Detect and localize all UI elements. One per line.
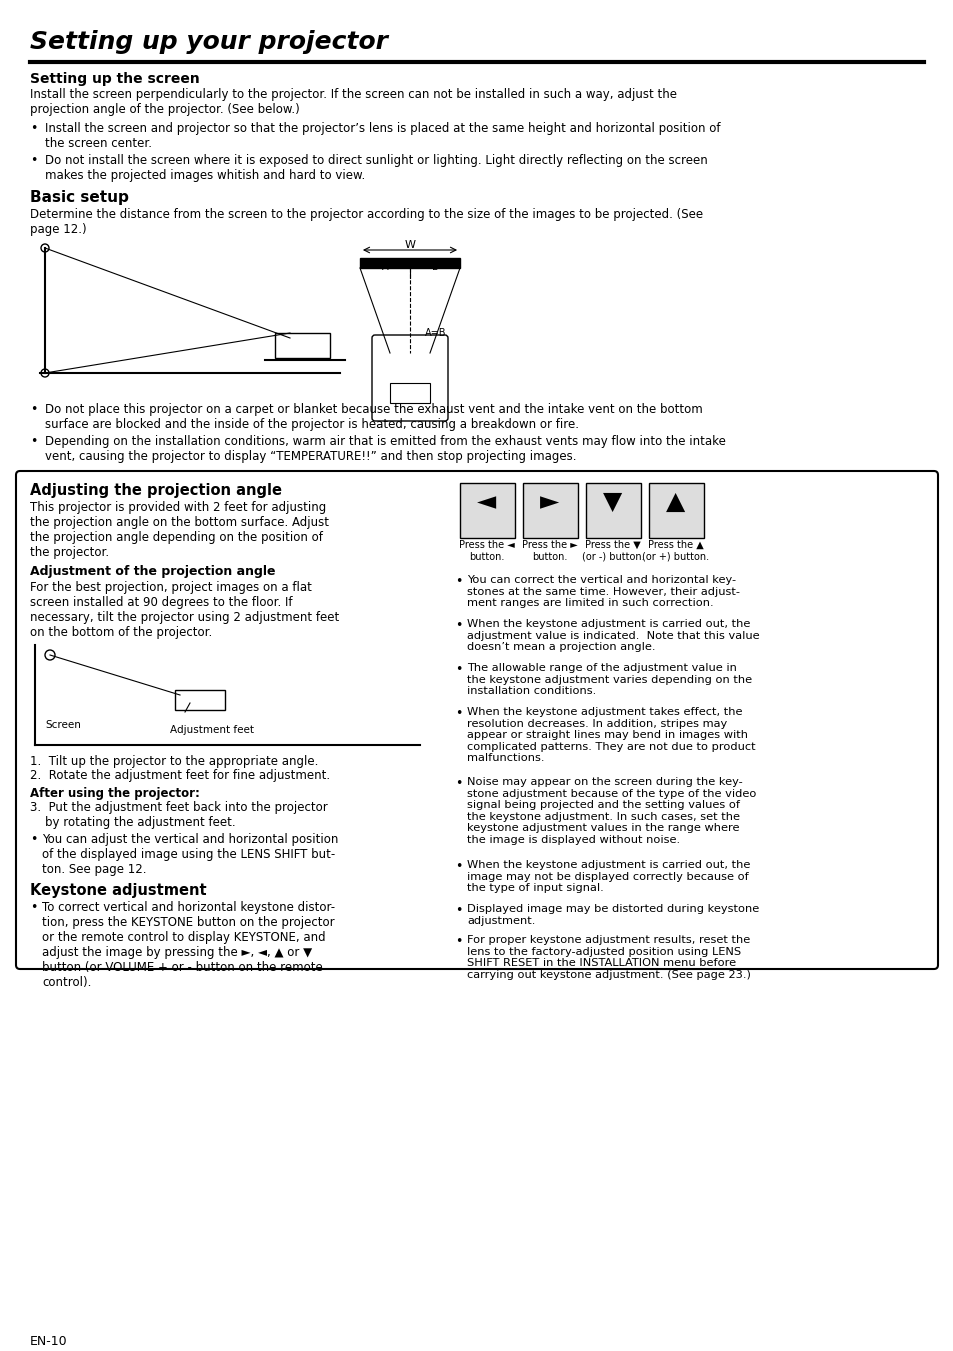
Text: You can correct the vertical and horizontal key-
stones at the same time. Howeve: You can correct the vertical and horizon… (467, 576, 740, 608)
Bar (585, 484, 640, 538)
Text: Adjustment feet: Adjustment feet (170, 725, 253, 735)
Bar (390, 382, 430, 403)
Text: You can adjust the vertical and horizontal position
of the displayed image using: You can adjust the vertical and horizont… (42, 834, 338, 875)
Text: Basic setup: Basic setup (30, 190, 129, 205)
Text: ►: ► (539, 490, 559, 513)
Text: When the keystone adjustment takes effect, the
resolution decreases. In addition: When the keystone adjustment takes effec… (467, 707, 755, 763)
Bar (174, 690, 225, 711)
Text: 2.  Rotate the adjustment feet for fine adjustment.: 2. Rotate the adjustment feet for fine a… (30, 769, 330, 782)
Text: Depending on the installation conditions, warm air that is emitted from the exha: Depending on the installation conditions… (45, 435, 725, 463)
Text: Press the ▼
(or -) button.: Press the ▼ (or -) button. (581, 540, 643, 562)
Text: Noise may appear on the screen during the key-
stone adjustment because of the t: Noise may appear on the screen during th… (467, 777, 756, 844)
Text: •: • (30, 403, 37, 416)
Bar (274, 332, 330, 358)
Text: Install the screen and projector so that the projector’s lens is placed at the s: Install the screen and projector so that… (45, 122, 720, 150)
Bar (359, 258, 459, 267)
Text: •: • (455, 663, 462, 676)
Text: ◄: ◄ (476, 490, 497, 513)
Text: Setting up the screen: Setting up the screen (30, 72, 199, 86)
Text: To correct vertical and horizontal keystone distor-
tion, press the KEYSTONE but: To correct vertical and horizontal keyst… (42, 901, 335, 989)
Text: Setting up your projector: Setting up your projector (30, 30, 388, 54)
Text: •: • (455, 576, 462, 588)
Text: •: • (455, 904, 462, 917)
Text: Screen: Screen (45, 720, 81, 730)
Text: •: • (455, 707, 462, 720)
Text: Install the screen perpendicularly to the projector. If the screen can not be in: Install the screen perpendicularly to th… (30, 88, 677, 116)
Text: For proper keystone adjustment results, reset the
lens to the factory-adjusted p: For proper keystone adjustment results, … (467, 935, 750, 979)
Text: ▼: ▼ (602, 490, 622, 513)
Text: This projector is provided with 2 feet for adjusting
the projection angle on the: This projector is provided with 2 feet f… (30, 501, 329, 559)
Text: After using the projector:: After using the projector: (30, 788, 200, 800)
Bar (459, 484, 515, 538)
Text: 3.  Put the adjustment feet back into the projector
    by rotating the adjustme: 3. Put the adjustment feet back into the… (30, 801, 328, 830)
Text: Adjustment of the projection angle: Adjustment of the projection angle (30, 565, 275, 578)
Text: For the best projection, project images on a flat
screen installed at 90 degrees: For the best projection, project images … (30, 581, 339, 639)
Text: •: • (30, 122, 37, 135)
Text: •: • (455, 861, 462, 873)
Text: B: B (431, 262, 438, 272)
Text: Press the ►
button.: Press the ► button. (521, 540, 578, 562)
Text: Keystone adjustment: Keystone adjustment (30, 884, 207, 898)
Text: Adjusting the projection angle: Adjusting the projection angle (30, 484, 282, 499)
Text: •: • (455, 935, 462, 948)
Bar (648, 484, 703, 538)
Text: Displayed image may be distorted during keystone
adjustment.: Displayed image may be distorted during … (467, 904, 759, 925)
Text: ▲: ▲ (666, 490, 685, 513)
Text: 1.  Tilt up the projector to the appropriate angle.: 1. Tilt up the projector to the appropri… (30, 755, 318, 767)
Text: Press the ◄
button.: Press the ◄ button. (458, 540, 515, 562)
Text: EN-10: EN-10 (30, 1335, 68, 1348)
Text: Do not place this projector on a carpet or blanket because the exhaust vent and : Do not place this projector on a carpet … (45, 403, 702, 431)
Text: •: • (455, 777, 462, 790)
Text: Determine the distance from the screen to the projector according to the size of: Determine the distance from the screen t… (30, 208, 702, 236)
Text: A: A (381, 262, 388, 272)
Text: When the keystone adjustment is carried out, the
adjustment value is indicated. : When the keystone adjustment is carried … (467, 619, 759, 653)
Text: •: • (30, 154, 37, 168)
Text: Do not install the screen where it is exposed to direct sunlight or lighting. Li: Do not install the screen where it is ex… (45, 154, 707, 182)
Text: When the keystone adjustment is carried out, the
image may not be displayed corr: When the keystone adjustment is carried … (467, 861, 750, 893)
Text: A=B: A=B (424, 328, 446, 338)
Text: Press the ▲
(or +) button.: Press the ▲ (or +) button. (641, 540, 709, 562)
Text: W: W (404, 240, 416, 250)
Text: The allowable range of the adjustment value in
the keystone adjustment varies de: The allowable range of the adjustment va… (467, 663, 751, 696)
Text: •: • (455, 619, 462, 632)
Bar (522, 484, 578, 538)
Text: •: • (30, 901, 37, 915)
Text: •: • (30, 435, 37, 449)
Text: •: • (30, 834, 37, 846)
